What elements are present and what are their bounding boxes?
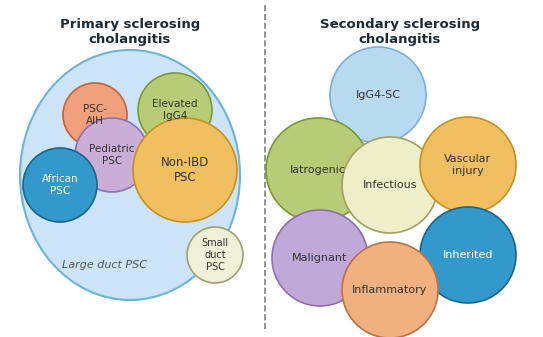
Text: Elevated
IgG4: Elevated IgG4 — [152, 99, 198, 121]
Ellipse shape — [20, 50, 240, 300]
Text: Iatrogenic: Iatrogenic — [290, 165, 346, 175]
Circle shape — [138, 73, 212, 147]
Text: Vascular
injury: Vascular injury — [444, 154, 491, 176]
Circle shape — [23, 148, 97, 222]
Text: Inherited: Inherited — [443, 250, 493, 260]
Text: Small
duct
PSC: Small duct PSC — [201, 238, 229, 272]
Text: Secondary sclerosing
cholangitis: Secondary sclerosing cholangitis — [320, 18, 480, 46]
Text: PSC-
AIH: PSC- AIH — [83, 104, 107, 126]
Circle shape — [266, 118, 370, 222]
Circle shape — [420, 207, 516, 303]
Text: Inflammatory: Inflammatory — [352, 285, 428, 295]
Text: Infectious: Infectious — [363, 180, 417, 190]
Text: Pediatric
PSC: Pediatric PSC — [89, 144, 135, 166]
Text: African
PSC: African PSC — [42, 174, 78, 196]
Text: IgG4-SC: IgG4-SC — [356, 90, 401, 100]
Circle shape — [330, 47, 426, 143]
Text: Malignant: Malignant — [292, 253, 348, 263]
Circle shape — [75, 118, 149, 192]
Circle shape — [342, 137, 438, 233]
Circle shape — [187, 227, 243, 283]
Text: Primary sclerosing
cholangitis: Primary sclerosing cholangitis — [60, 18, 200, 46]
Circle shape — [272, 210, 368, 306]
Circle shape — [133, 118, 237, 222]
Text: Large duct PSC: Large duct PSC — [62, 260, 148, 270]
Circle shape — [420, 117, 516, 213]
Circle shape — [342, 242, 438, 337]
Circle shape — [63, 83, 127, 147]
Text: Non-IBD
PSC: Non-IBD PSC — [161, 156, 209, 184]
